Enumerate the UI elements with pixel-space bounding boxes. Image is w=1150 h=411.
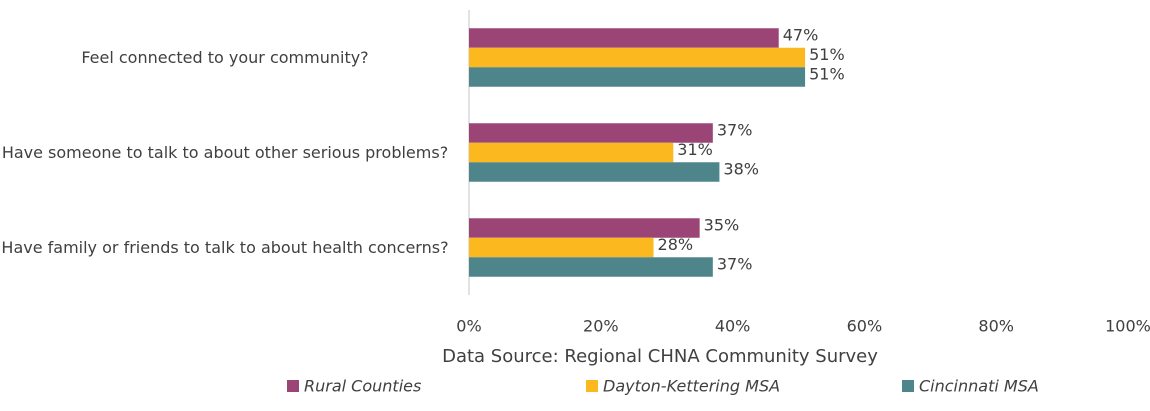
category-label: Have family or friends to talk to about … [1, 237, 449, 257]
value-label: 37% [717, 121, 753, 140]
bar [469, 218, 700, 238]
x-axis-label: Data Source: Regional CHNA Community Sur… [442, 346, 878, 367]
bar [469, 142, 674, 163]
value-label: 35% [704, 216, 740, 235]
legend-label: Rural Counties [304, 377, 421, 396]
category-label: Have someone to talk to about other seri… [1, 142, 449, 162]
x-tick-label: 20% [583, 317, 619, 336]
legend-swatch [586, 380, 598, 392]
bar [469, 257, 713, 277]
bar [469, 47, 806, 68]
value-label: 47% [783, 26, 819, 45]
value-label: 31% [677, 140, 713, 159]
category-label: Feel connected to your community? [81, 47, 369, 67]
legend-label: Cincinnati MSA [919, 377, 1039, 396]
x-tick-label: 0% [456, 317, 481, 336]
bar [469, 237, 654, 258]
bar [469, 123, 713, 143]
bar [469, 67, 806, 87]
value-label: 51% [809, 65, 845, 84]
bar [469, 28, 779, 48]
x-tick-label: 40% [715, 317, 751, 336]
x-tick-label: 60% [847, 317, 883, 336]
x-tick-label: 100% [1105, 317, 1150, 336]
legend-label: Dayton-Kettering MSA [603, 377, 780, 396]
x-tick-label: 80% [978, 317, 1014, 336]
value-label: 37% [717, 255, 753, 274]
bar [469, 162, 720, 182]
value-label: 38% [723, 160, 759, 179]
legend-swatch [287, 380, 299, 392]
value-label: 28% [658, 235, 694, 254]
legend-swatch [902, 380, 914, 392]
value-label: 51% [809, 45, 845, 64]
